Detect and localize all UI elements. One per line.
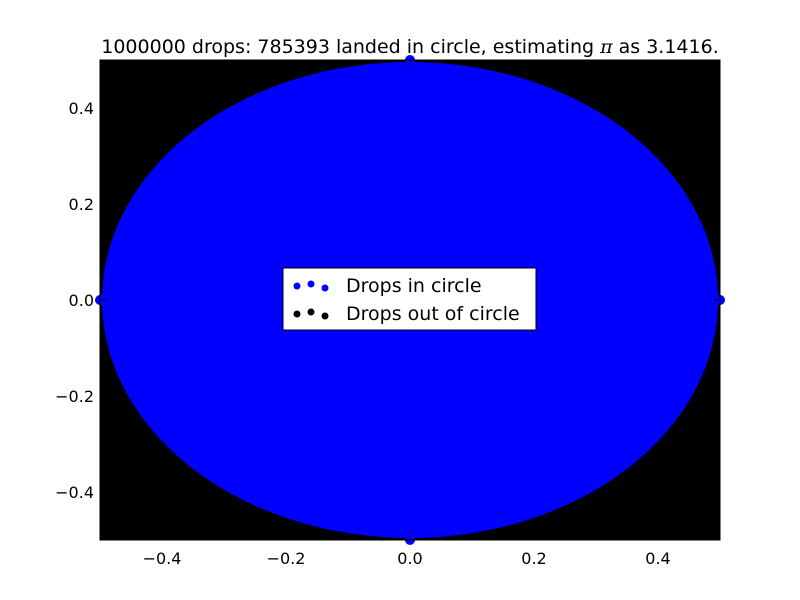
y-tick-label: 0.4	[69, 99, 94, 118]
x-tick-label: 0.0	[397, 549, 422, 568]
y-tick-label: −0.2	[55, 387, 94, 406]
legend-marker-in-circle	[307, 280, 315, 288]
y-tick-label: 0.2	[69, 195, 94, 214]
legend: Drops in circle Drops out of circle	[282, 267, 537, 331]
chart-title: 1000000 drops: 785393 landed in circle, …	[101, 36, 719, 58]
axes-ticks: −0.4 −0.2 0.0 0.2 0.4 0.4 0.2 0.0 −0.2 −0.4	[55, 59, 721, 568]
x-tick-label: 0.2	[521, 549, 546, 568]
legend-marker-in-circle	[293, 282, 301, 290]
y-tick-label: 0.0	[69, 291, 94, 310]
legend-marker-out-of-circle	[293, 310, 301, 318]
legend-marker-out-of-circle	[321, 312, 329, 320]
legend-label-in-circle: Drops in circle	[346, 275, 482, 297]
chart-title-before: 1000000 drops: 785393 landed in circle, …	[101, 36, 600, 58]
x-tick-label: −0.4	[143, 549, 182, 568]
legend-marker-out-of-circle	[307, 308, 315, 316]
chart-title-after: as 3.1416.	[613, 36, 719, 58]
chart-title-pi-symbol: π	[599, 36, 613, 58]
y-tick-label: −0.4	[55, 483, 94, 502]
legend-marker-in-circle	[321, 284, 329, 292]
legend-label-out-of-circle: Drops out of circle	[346, 303, 520, 325]
legend-box	[282, 267, 537, 331]
x-tick-label: 0.4	[645, 549, 670, 568]
x-tick-label: −0.2	[267, 549, 306, 568]
